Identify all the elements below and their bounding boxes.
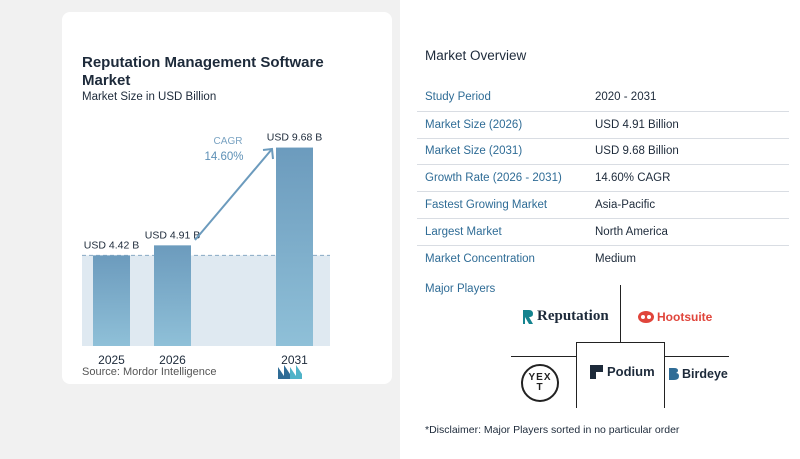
podium-mark-icon — [590, 364, 603, 379]
owl-icon — [638, 311, 654, 323]
chart-subtitle: Market Size in USD Billion — [82, 91, 217, 103]
overview-row-label: Market Concentration — [425, 252, 535, 265]
cagr-label: CAGR — [214, 136, 243, 147]
players-divider — [576, 342, 664, 343]
overview-row: Market Size (2026) USD 4.91 Billion — [417, 110, 789, 138]
overview-table: Study Period 2020 - 2031 Market Size (2026… — [417, 84, 789, 272]
bar-2026 — [154, 245, 191, 346]
data-label: USD 4.42 B — [84, 239, 139, 251]
yext-logo-text: YEXT — [528, 372, 552, 393]
overview-row: Study Period 2020 - 2031 — [417, 84, 789, 111]
overview-row-value: 14.60% CAGR — [595, 172, 671, 185]
overview-row-value: Asia-Pacific — [595, 199, 656, 212]
data-label: USD 9.68 B — [267, 132, 322, 144]
overview-title: Market Overview — [425, 48, 527, 63]
data-label: USD 4.91 B — [145, 229, 200, 241]
major-players-title: Major Players — [425, 283, 496, 295]
overview-row-label: Largest Market — [425, 225, 502, 238]
source-note: Source: Mordor Intelligence — [82, 366, 217, 378]
reputation-mark-icon — [523, 309, 533, 324]
overview-row: Fastest Growing Market Asia-Pacific — [417, 191, 789, 218]
x-tick-label: 2031 — [281, 353, 308, 367]
disclaimer: *Disclaimer: Major Players sorted in no … — [425, 424, 680, 436]
overview-row-value: North America — [595, 225, 668, 238]
hootsuite-logo-text: Hootsuite — [657, 310, 713, 324]
overview-row: Growth Rate (2026 - 2031) 14.60% CAGR — [417, 164, 789, 191]
bar-chart: USD 4.42 B USD 4.91 B USD 9.68 B 2025 2026 2… — [82, 132, 330, 367]
players-divider — [664, 356, 729, 357]
reputation-logo-text: Reputation — [537, 308, 609, 324]
chart-title: Reputation Management Software Market — [82, 54, 324, 89]
overview-row-label: Fastest Growing Market — [425, 199, 548, 212]
overview-row-label: Growth Rate (2026 - 2031) — [425, 172, 562, 185]
cagr-arrow — [194, 148, 273, 241]
podium-logo: Podium — [590, 364, 655, 379]
overview-row-label: Study Period — [425, 91, 491, 104]
birdeye-logo-text: Birdeye — [682, 367, 728, 381]
chart-card: Reputation Management Software Market Ma… — [62, 12, 392, 384]
podium-logo-text: Podium — [607, 364, 655, 379]
overview-row-label: Market Size (2026) — [425, 118, 523, 131]
players-divider — [511, 356, 576, 357]
players-divider — [576, 342, 577, 408]
overview-row-value: USD 4.91 Billion — [595, 118, 679, 131]
overview-row-value: Medium — [595, 252, 636, 265]
overview-row: Largest Market North America — [417, 217, 789, 245]
yext-logo: YEXT — [521, 364, 559, 402]
birdeye-logo: Birdeye — [668, 367, 728, 381]
overview-row: Market Concentration Medium — [417, 244, 789, 272]
overview-row: Market Size (2031) USD 9.68 Billion — [417, 137, 789, 165]
birdeye-mark-icon — [669, 368, 679, 380]
mordor-logo-icon — [278, 365, 302, 379]
overview-row-value: 2020 - 2031 — [595, 91, 657, 104]
overview-row-label: Market Size (2031) — [425, 145, 523, 158]
overview-panel: Market Overview Study Period 2020 - 2031 M… — [400, 0, 800, 459]
x-tick-label: 2025 — [98, 353, 125, 367]
x-tick-label: 2026 — [159, 353, 186, 367]
bar-2025 — [93, 255, 130, 346]
cagr-value: 14.60% — [204, 151, 243, 163]
reputation-logo: Reputation — [522, 308, 609, 325]
players-divider — [620, 285, 621, 342]
players-divider — [664, 342, 665, 408]
hootsuite-logo: Hootsuite — [638, 310, 712, 324]
cagr-arrowhead — [262, 147, 274, 160]
bar-2031 — [276, 147, 313, 346]
overview-row-value: USD 9.68 Billion — [595, 145, 679, 158]
